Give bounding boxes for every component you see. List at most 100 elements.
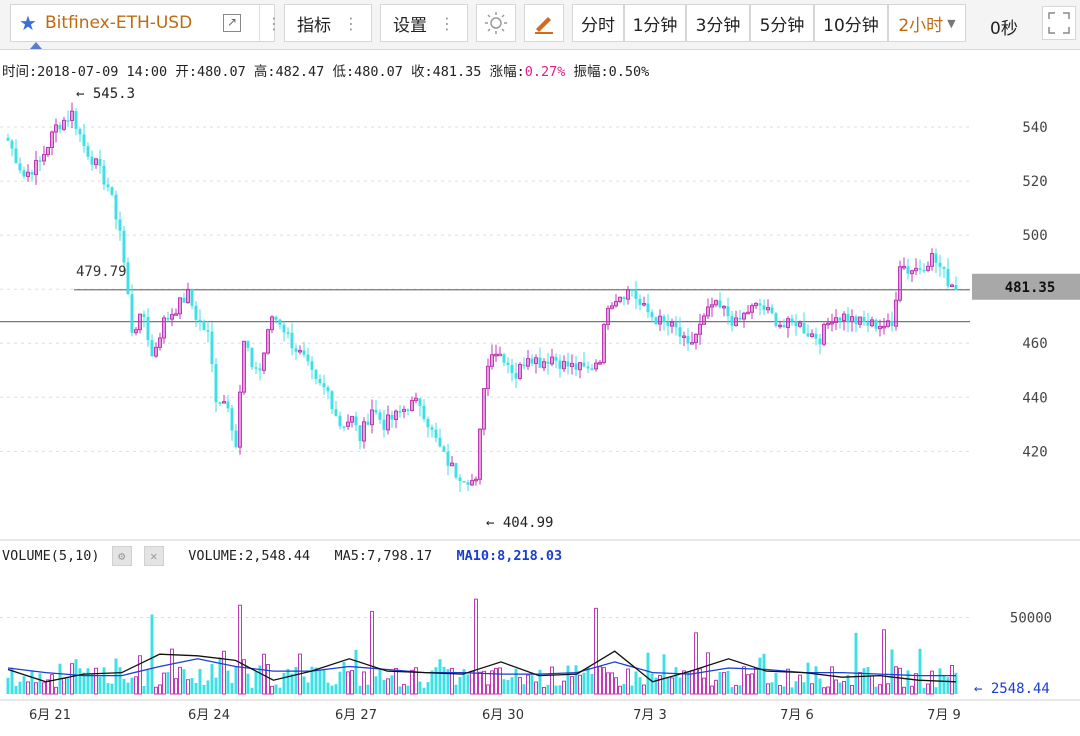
more-icon: ⋮ bbox=[439, 13, 455, 33]
candle-body bbox=[654, 317, 658, 325]
period-tab-2h[interactable]: 2小时 ▼ bbox=[888, 4, 966, 42]
volume-bar bbox=[870, 675, 874, 695]
volume-bar bbox=[310, 666, 314, 694]
candle-body bbox=[338, 415, 342, 427]
volume-bar bbox=[154, 686, 158, 695]
volume-bar bbox=[446, 669, 450, 694]
candle-body bbox=[194, 305, 198, 320]
theme-toggle-button[interactable] bbox=[476, 4, 516, 42]
volume-bar bbox=[582, 672, 586, 694]
volume-bar bbox=[434, 667, 438, 694]
period-tab-3min[interactable]: 3分钟 bbox=[686, 4, 750, 42]
candle-body bbox=[934, 253, 938, 263]
volume-bar bbox=[482, 670, 486, 695]
star-icon[interactable]: ★ bbox=[19, 11, 37, 35]
volume-bar bbox=[206, 680, 210, 694]
candle-body bbox=[826, 322, 830, 326]
volume-bar bbox=[10, 667, 14, 694]
time-tick-label: 6月 27 bbox=[335, 708, 377, 723]
volume-bar bbox=[714, 679, 718, 695]
volume-bar bbox=[822, 687, 826, 695]
volume-bar bbox=[542, 686, 546, 695]
annotations: 479.79 ← 545.3 ← 404.99 481.35 ← 2548.44 bbox=[76, 86, 1080, 697]
more-icon[interactable]: ⋮ bbox=[266, 13, 282, 33]
volume-bar bbox=[122, 678, 126, 694]
candle-body bbox=[538, 357, 542, 368]
volume-bar bbox=[190, 678, 194, 694]
period-tab-1min[interactable]: 1分钟 bbox=[624, 4, 686, 42]
volume-bar bbox=[246, 673, 250, 694]
candle-body bbox=[6, 137, 10, 141]
candle-body bbox=[786, 318, 790, 328]
time-tick-label: 6月 21 bbox=[29, 708, 71, 723]
gear-icon[interactable]: ⚙ bbox=[111, 546, 132, 566]
period-tab-10min[interactable]: 10分钟 bbox=[814, 4, 888, 42]
volume-ma-lines bbox=[7, 650, 957, 683]
volume-bar bbox=[766, 683, 770, 695]
draw-tool-button[interactable] bbox=[524, 4, 564, 42]
candle-body bbox=[142, 314, 146, 317]
volume-bar bbox=[138, 655, 142, 695]
candle-body bbox=[442, 446, 446, 452]
volume-bar bbox=[570, 676, 574, 695]
candle-body bbox=[534, 357, 538, 365]
candle-body bbox=[118, 219, 122, 231]
candle-body bbox=[86, 146, 90, 157]
min-price-label: ← 404.99 bbox=[486, 515, 553, 531]
candle-body bbox=[106, 184, 110, 188]
candle-body bbox=[342, 426, 346, 428]
candle-body bbox=[922, 269, 926, 272]
candle-body bbox=[246, 341, 250, 348]
candle-body bbox=[34, 159, 38, 176]
candle-body bbox=[322, 383, 326, 388]
popout-icon[interactable]: ↗ bbox=[223, 14, 241, 32]
volume-bar bbox=[82, 672, 86, 694]
amplitude-value: 0.50% bbox=[608, 64, 650, 80]
volume-bar bbox=[486, 684, 490, 695]
volume-bar bbox=[350, 670, 354, 695]
candle-body bbox=[54, 124, 58, 133]
volume-bar bbox=[278, 687, 282, 694]
candle-body bbox=[354, 416, 358, 426]
settings-button[interactable]: 设置 ⋮ bbox=[380, 4, 468, 42]
candle-body bbox=[694, 333, 698, 344]
volume-bar bbox=[846, 674, 850, 694]
candle-body bbox=[762, 305, 766, 310]
candle-body bbox=[254, 367, 258, 369]
volume-bar bbox=[506, 680, 510, 694]
candle-body bbox=[686, 336, 690, 344]
candle-body bbox=[518, 364, 522, 379]
candle-body bbox=[302, 350, 306, 355]
candle-body bbox=[842, 313, 846, 321]
candle-body bbox=[570, 362, 574, 367]
period-tab-timeshare[interactable]: 分时 bbox=[572, 4, 624, 42]
candle-body bbox=[898, 266, 902, 301]
volume-bar bbox=[146, 670, 150, 694]
high-value: 482.47 bbox=[275, 64, 325, 80]
volume-bar bbox=[598, 666, 602, 695]
close-icon[interactable]: ✕ bbox=[143, 546, 164, 566]
volume-bar bbox=[270, 685, 274, 695]
candle-body bbox=[850, 316, 854, 323]
volume-bar bbox=[102, 667, 106, 694]
volume-bar bbox=[622, 683, 626, 694]
fullscreen-button[interactable] bbox=[1042, 6, 1076, 40]
volume-bar bbox=[34, 682, 38, 695]
indicators-button[interactable]: 指标 ⋮ bbox=[284, 4, 372, 42]
candle-body bbox=[682, 335, 686, 339]
volume-ma10-line bbox=[7, 658, 956, 677]
period-tab-5min[interactable]: 5分钟 bbox=[750, 4, 814, 42]
candles bbox=[6, 102, 958, 492]
candle-body bbox=[390, 414, 394, 420]
last-price-tag bbox=[972, 273, 1080, 300]
candle-body bbox=[410, 400, 414, 411]
volume-bar bbox=[174, 678, 178, 695]
candle-body bbox=[122, 230, 126, 263]
ma5-label: MA5: bbox=[334, 548, 368, 564]
time-axis: 6月 21 6月 24 6月 27 6月 30 7月 3 7月 6 7月 9 bbox=[29, 708, 961, 723]
candle-body bbox=[394, 410, 398, 421]
symbol-selector[interactable]: ★ Bitfinex-ETH-USD ↗ ⋮ bbox=[10, 4, 282, 42]
volume-bar bbox=[782, 686, 786, 694]
candle-body bbox=[190, 289, 194, 306]
